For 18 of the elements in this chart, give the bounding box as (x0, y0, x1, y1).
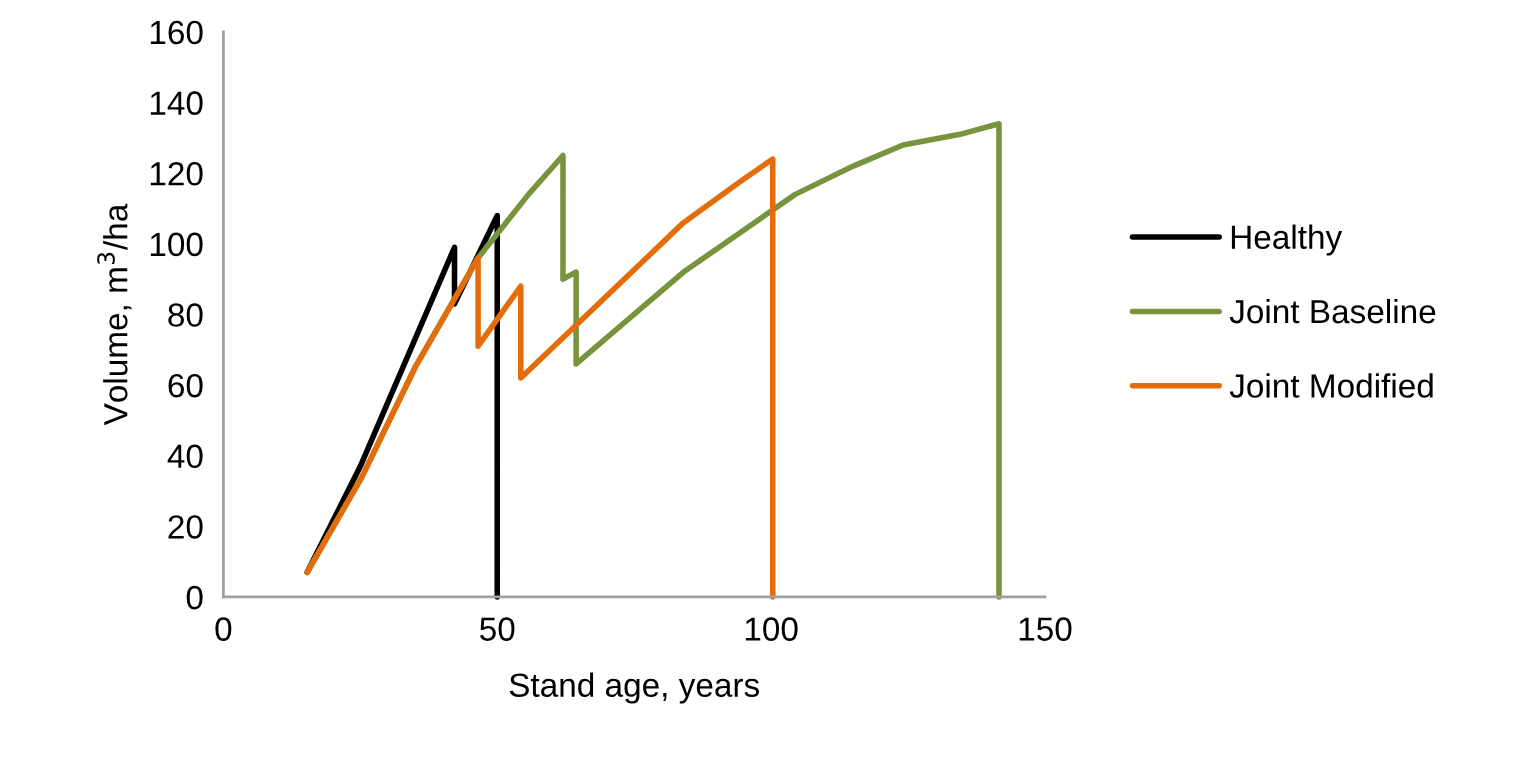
legend-label: Healthy (1231, 224, 1343, 256)
y-tick-label: 140 (150, 91, 203, 115)
y-tick-label: 40 (167, 444, 203, 469)
x-axis-title: Stand age, years (509, 672, 759, 704)
y-tick-label: 0 (186, 585, 203, 610)
x-tick-label: 0 (215, 617, 232, 641)
x-tick-label: 50 (480, 617, 515, 641)
x-tick-label: 150 (1019, 617, 1072, 641)
y-tick-label: 20 (168, 515, 203, 539)
y-tick-label: 60 (168, 373, 203, 398)
x-tick-label: 100 (745, 617, 798, 641)
y-tick-label: 80 (168, 303, 203, 327)
y-axis-title: Volume, m$^{3}$/ha (97, 203, 132, 426)
y-tick-label: 120 (150, 161, 203, 186)
y-tick-label: 160 (150, 20, 203, 45)
y-tick-label: 100 (150, 232, 203, 257)
legend-label: Joint Baseline (1229, 298, 1436, 324)
legend-label: Joint Modified (1229, 373, 1433, 398)
